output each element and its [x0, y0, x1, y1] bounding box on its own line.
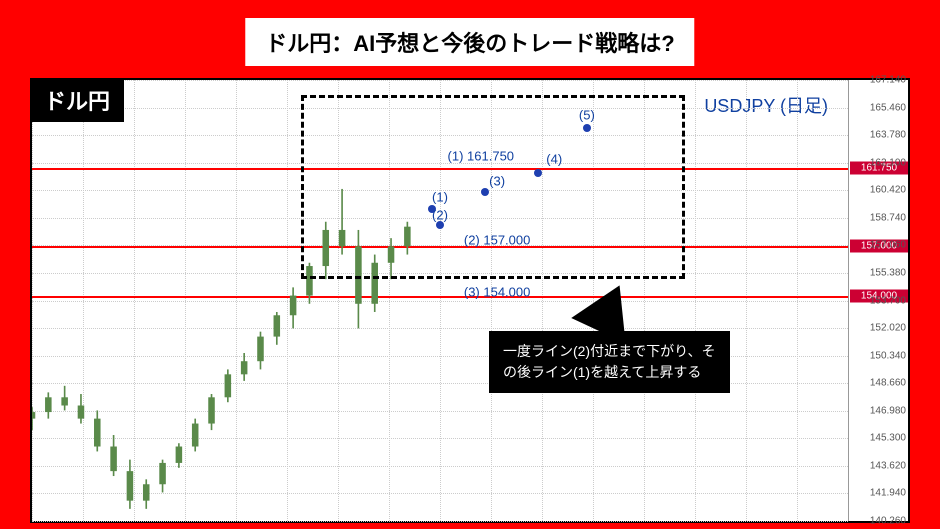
- wave-point-label: (5): [579, 108, 595, 123]
- callout-line2: の後ライン(1)を越えて上昇する: [503, 364, 701, 380]
- wave-point-label: (2): [432, 208, 448, 223]
- wave-point-label: (4): [546, 152, 562, 167]
- wave-point-label: (1) 161.750: [448, 149, 515, 164]
- y-tick-label: 158.740: [870, 212, 906, 223]
- y-tick-label: 152.020: [870, 323, 906, 334]
- y-tick-label: 163.780: [870, 130, 906, 141]
- y-tick-label: 167.140: [870, 75, 906, 86]
- y-tick-label: 150.340: [870, 350, 906, 361]
- y-tick-label: 143.620: [870, 460, 906, 471]
- y-tick-label: 146.980: [870, 405, 906, 416]
- y-tick-label: 140.260: [870, 516, 906, 527]
- y-tick-label: 153.700: [870, 295, 906, 306]
- y-tick-label: 160.420: [870, 185, 906, 196]
- wave-point-label: (2) 157.000: [464, 232, 531, 247]
- page-title: ドル円：AI予想と今後のトレード戦略は?: [245, 18, 694, 66]
- chart-plot-area: USDJPY (日足) 161.750157.000154.000(1) 161…: [32, 80, 848, 521]
- y-tick-label: 141.940: [870, 488, 906, 499]
- chart-container: USDJPY (日足) 161.750157.000154.000(1) 161…: [30, 78, 910, 523]
- wave-point-label: (3) 154.000: [464, 285, 531, 300]
- wave-point-dot: [583, 124, 591, 132]
- pair-label-badge: ドル円: [30, 78, 124, 122]
- wave-point-dot: [481, 188, 489, 196]
- wave-point-label: (1): [432, 190, 448, 205]
- y-tick-label: 157.060: [870, 240, 906, 251]
- y-tick-label: 165.460: [870, 102, 906, 113]
- forecast-callout: 一度ライン(2)付近まで下がり、その後ライン(1)を越えて上昇する: [489, 331, 730, 393]
- y-tick-label: 162.100: [870, 157, 906, 168]
- y-tick-label: 148.660: [870, 378, 906, 389]
- y-axis: 167.140165.460163.780162.100160.420158.7…: [848, 80, 908, 521]
- y-tick-label: 155.380: [870, 267, 906, 278]
- grid-line-h: [32, 521, 848, 522]
- y-tick-label: 145.300: [870, 433, 906, 444]
- wave-point-label: (3): [489, 173, 505, 188]
- callout-line1: 一度ライン(2)付近まで下がり、そ: [503, 343, 716, 359]
- wave-point-dot: [534, 169, 542, 177]
